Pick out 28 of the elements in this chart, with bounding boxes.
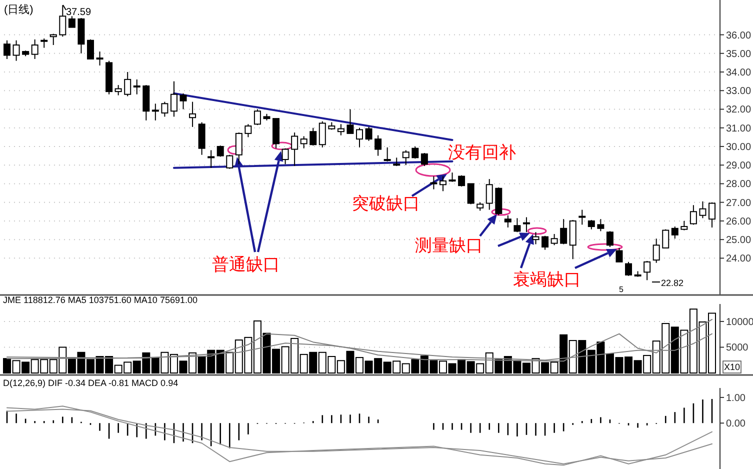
y-tick-label: 1.00: [726, 392, 746, 404]
text: JME 118812.76 MA5 103751.60 MA10 75691.00: [3, 295, 198, 305]
annotation: 测量缺口: [415, 236, 483, 255]
annotation: 没有回补: [448, 143, 516, 162]
text: D(12,26,9) DIF -0.34 DEA -0.81 MACD 0.94: [3, 378, 178, 388]
y-tick-label: 27.00: [726, 198, 752, 209]
annotation: 22.82: [661, 278, 684, 288]
y-tick-label: 28.00: [726, 179, 752, 190]
annotation: 5: [619, 285, 624, 294]
y-tick-label: 32.00: [726, 104, 752, 116]
annotation: 突破缺口: [352, 194, 420, 213]
annotation: 衰竭缺口: [513, 270, 581, 289]
y-tick-label: 24.00: [726, 254, 752, 265]
y-tick-label: 25.00: [726, 235, 752, 246]
annotation: 普通缺口: [212, 255, 280, 274]
y-tick-label: 34.00: [726, 68, 752, 79]
y-tick-label: 5000: [726, 342, 749, 354]
y-tick-label: 36.00: [726, 30, 752, 42]
text: X10: [724, 362, 740, 372]
y-tick-label: 35.00: [726, 48, 752, 60]
chart-title: (日线): [4, 3, 34, 16]
y-tick-label: 30.00: [726, 142, 752, 153]
y-tick-label: 33.00: [726, 86, 752, 98]
annotation: 37.59: [66, 7, 92, 18]
y-tick-label: 31.00: [726, 123, 752, 134]
y-tick-label: 29.00: [726, 160, 752, 172]
y-tick-label: 0.00: [726, 418, 746, 430]
y-tick-label: 26.00: [726, 216, 752, 228]
